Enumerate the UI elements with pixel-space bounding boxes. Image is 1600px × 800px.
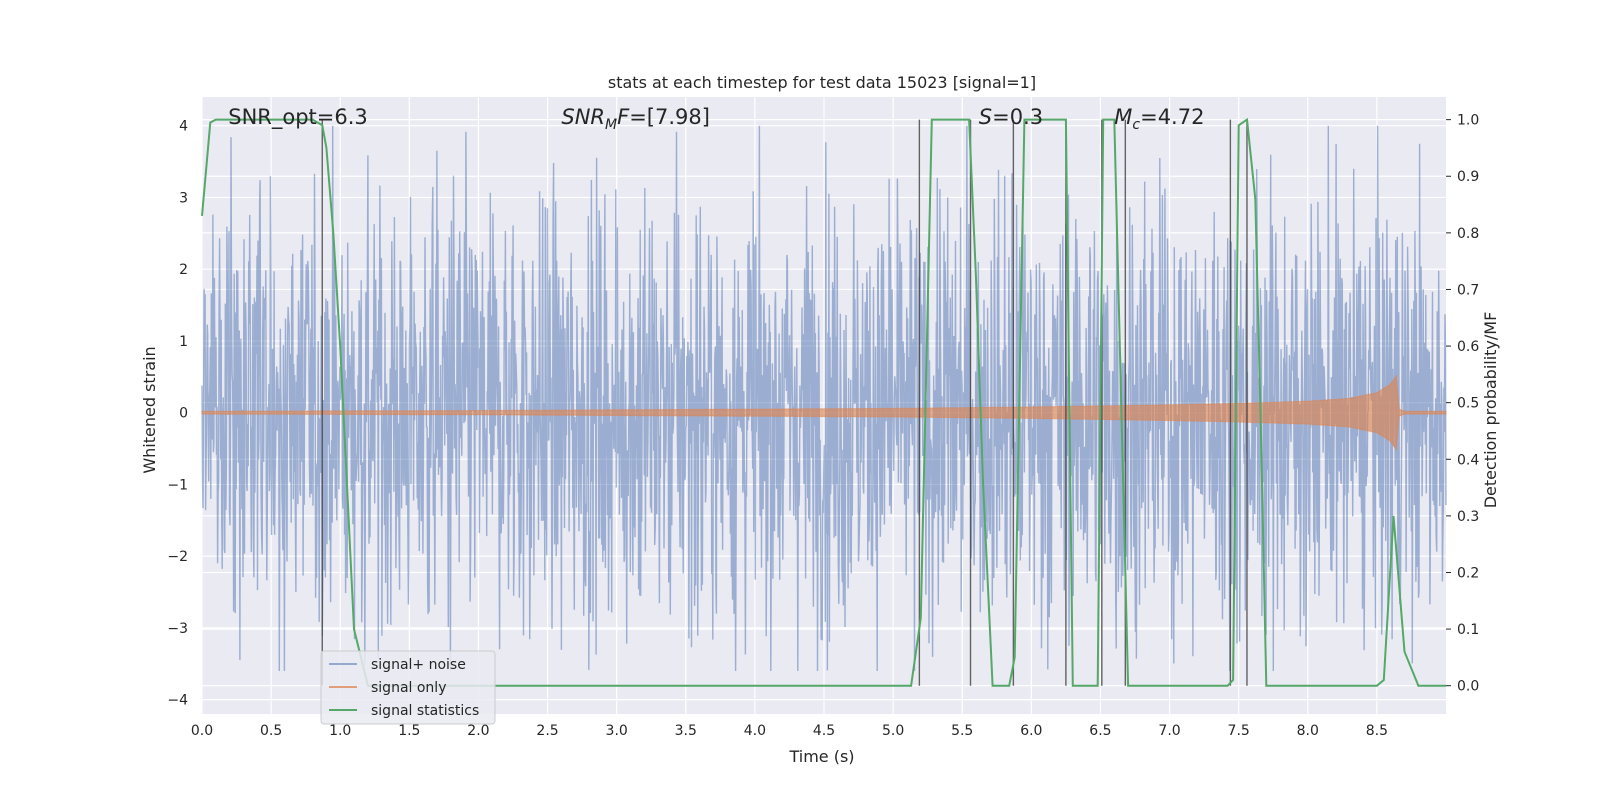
annotation-0: SNR_opt=6.3	[228, 105, 368, 130]
x-tick-label: 2.5	[536, 723, 558, 739]
x-tick-label: 5.5	[951, 723, 973, 739]
signal-statistics-line	[201, 117, 1446, 687]
x-axis-ticks: 0.0 0.5 1.0 1.5 2.0 2.5 3.0 3.5 4.0 4.5 5.0 5.5 6.0 6…	[191, 723, 1388, 739]
annotations: SNR_opt=6.3 SNRMF=[7.98] S=0.3 Mc=4.72	[228, 105, 1204, 133]
x-axis-label: Time (s)	[788, 747, 854, 766]
x-tick-label: 3.0	[606, 723, 628, 739]
x-tick-label: 7.0	[1158, 723, 1180, 739]
y-left-tick-label: −2	[167, 549, 188, 565]
x-tick-label: 7.5	[1228, 723, 1250, 739]
y-left-tick-label: −3	[167, 621, 188, 637]
y-left-tick-label: 2	[179, 262, 188, 278]
x-tick-label: 8.0	[1297, 723, 1319, 739]
marker-lines	[321, 119, 1248, 686]
y-right-tick-label: 0.2	[1457, 565, 1479, 581]
x-tick-label: 6.5	[1089, 723, 1111, 739]
chart-title: stats at each timestep for test data 150…	[608, 73, 1036, 92]
y-left-tick-label: 0	[179, 406, 188, 422]
legend-label-signal-statistics: signal statistics	[371, 703, 479, 719]
y-axis-left-label: Whitened strain	[140, 346, 159, 473]
y-right-tick-label: 0.0	[1457, 679, 1479, 695]
signal-only-band	[201, 373, 1447, 452]
signal-noise-series	[201, 125, 1447, 672]
y-right-tick-label: 0.1	[1457, 622, 1479, 638]
y-right-tick-label: 0.9	[1457, 169, 1479, 185]
annotation-3: Mc=4.72	[1114, 105, 1204, 133]
y-axis-left-ticks: −4 −3 −2 −1 0 1 2 3 4	[167, 119, 188, 709]
y-right-tick-label: 0.7	[1457, 282, 1479, 298]
x-tick-label: 5.0	[882, 723, 904, 739]
x-tick-label: 4.5	[813, 723, 835, 739]
y-left-tick-label: 4	[179, 119, 188, 135]
y-right-tick-label: 0.3	[1457, 509, 1479, 525]
x-tick-label: 2.0	[467, 723, 489, 739]
x-tick-label: 3.5	[675, 723, 697, 739]
y-right-tick-label: 0.4	[1457, 452, 1479, 468]
y-left-tick-label: −1	[167, 477, 188, 493]
signal-statistics-series	[201, 117, 1446, 687]
signal-noise-line	[201, 125, 1447, 672]
legend-box	[320, 650, 496, 725]
legend-label-signal-noise: signal+ noise	[371, 657, 466, 673]
annotation-2: S=0.3	[979, 105, 1043, 129]
legend-label-signal-only: signal only	[371, 680, 446, 696]
x-tick-label: 8.5	[1366, 723, 1388, 739]
legend: signal+ noise signal only signal statist…	[320, 650, 496, 725]
y-right-tick-label: 0.8	[1457, 226, 1479, 242]
y-left-tick-label: 3	[179, 190, 188, 206]
x-tick-label: 1.5	[398, 723, 420, 739]
x-tick-label: 4.0	[744, 723, 766, 739]
y-axis-right-label: Detection probability/MF	[1481, 312, 1500, 509]
x-tick-label: 1.0	[329, 723, 351, 739]
x-tick-label: 0.0	[191, 723, 213, 739]
annotation-1: SNRMF=[7.98]	[561, 105, 710, 133]
x-tick-label: 6.0	[1020, 723, 1042, 739]
signal-only-series	[201, 373, 1447, 452]
y-right-tick-label: 0.5	[1457, 396, 1479, 412]
y-left-tick-label: −4	[167, 693, 188, 709]
y-right-tick-label: 0.6	[1457, 339, 1479, 355]
y-left-tick-label: 1	[179, 334, 188, 350]
x-tick-label: 0.5	[260, 723, 282, 739]
y-axis-right-ticks: 0.0 0.1 0.2 0.3 0.4 0.5 0.6 0.7 0.8 0.9 1.0	[1446, 113, 1479, 695]
y-right-tick-label: 1.0	[1457, 113, 1479, 129]
